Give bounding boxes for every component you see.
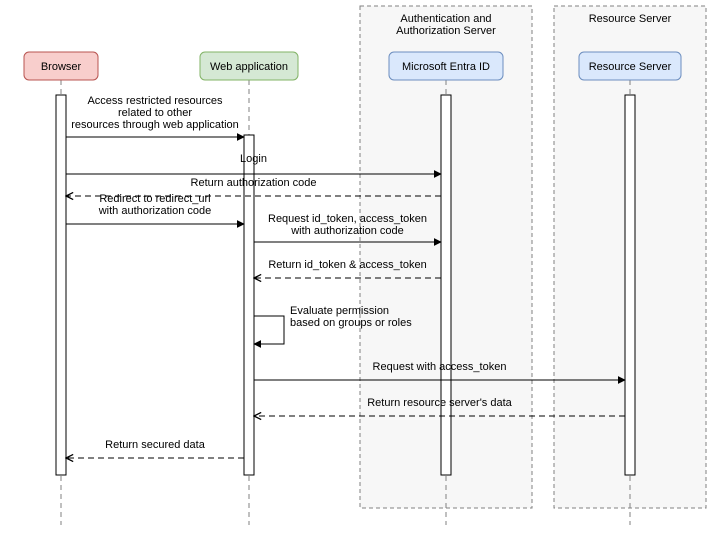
message-label: Return resource server's data bbox=[367, 397, 512, 409]
message-label: Access restricted resourcesrelated to ot… bbox=[71, 95, 239, 131]
participant-label: Web application bbox=[210, 61, 288, 73]
participant-label: Microsoft Entra ID bbox=[402, 61, 490, 73]
message-label: Return secured data bbox=[105, 439, 206, 451]
container-label: Authentication andAuthorization Server bbox=[396, 13, 496, 37]
participant-label: Browser bbox=[41, 61, 82, 73]
message-label: Request id_token, access_tokenwith autho… bbox=[268, 213, 427, 237]
activation-resource bbox=[625, 95, 635, 475]
message-label: Request with access_token bbox=[373, 361, 507, 373]
participant-label: Resource Server bbox=[589, 61, 672, 73]
message-label: Return authorization code bbox=[191, 177, 317, 189]
activation-entra bbox=[441, 95, 451, 475]
message-label: Redirect to redirect_urlwith authorizati… bbox=[98, 193, 212, 217]
message-self bbox=[254, 316, 284, 344]
message-label: Login bbox=[240, 153, 267, 165]
activation-browser bbox=[56, 95, 66, 475]
container-label: Resource Server bbox=[589, 13, 672, 25]
sequence-diagram: Authentication andAuthorization Server Re… bbox=[0, 0, 719, 533]
message-label: Return id_token & access_token bbox=[268, 259, 426, 271]
